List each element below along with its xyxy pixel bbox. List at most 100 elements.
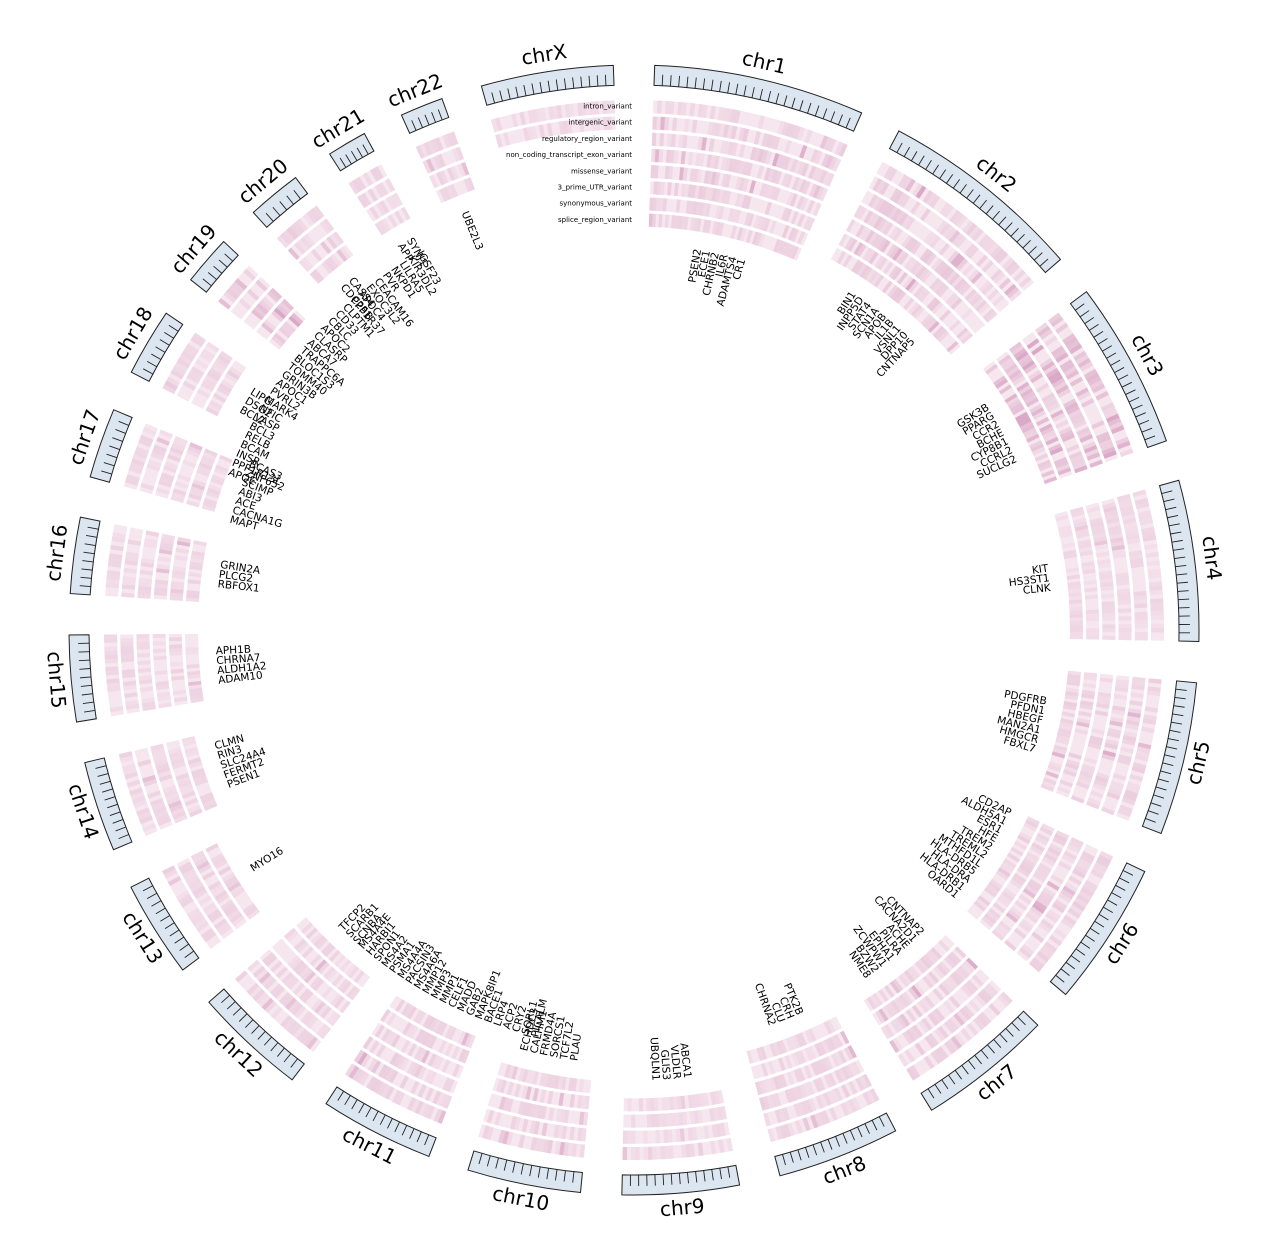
variant-density-bin	[783, 1123, 791, 1138]
ideogram-tick	[221, 994, 230, 1004]
variant-density-bin	[193, 774, 207, 783]
ideogram-tick	[687, 1172, 689, 1184]
variant-density-bin	[667, 182, 672, 196]
ideogram-tick	[169, 929, 180, 937]
variant-density-bin	[550, 1074, 557, 1089]
variant-density-bin	[201, 348, 215, 360]
variant-density-bin	[669, 149, 675, 164]
variant-density-bin	[889, 226, 900, 240]
variant-density-bin	[1072, 517, 1087, 525]
variant-density-bin	[883, 1024, 895, 1038]
variant-density-bin	[156, 564, 171, 570]
ideogram-tick	[1070, 955, 1081, 963]
variant-density-bin	[1093, 536, 1107, 543]
ideogram-tick	[934, 1084, 942, 1094]
variant-density-bin	[1134, 623, 1148, 629]
variant-density-bin	[218, 865, 232, 876]
variant-density-bin	[278, 326, 291, 339]
variant-density-bin	[1070, 795, 1085, 804]
variant-density-bin	[981, 916, 995, 928]
variant-density-bin	[1068, 409, 1082, 419]
variant-density-bin	[703, 1125, 710, 1139]
variant-density-bin	[1055, 514, 1069, 522]
variant-density-bin	[446, 132, 455, 147]
variant-density-bin	[1144, 706, 1159, 713]
variant-density-bin	[1118, 616, 1132, 621]
variant-density-bin	[708, 138, 715, 152]
variant-density-bin	[788, 1088, 797, 1102]
variant-density-bin	[1147, 686, 1161, 693]
variant-density-bin	[1062, 885, 1076, 897]
variant-density-bin	[169, 647, 183, 653]
variant-density-bin	[786, 157, 795, 172]
ideogram-tick	[372, 1111, 379, 1122]
variant-density-bin	[939, 265, 952, 278]
ideogram-tick	[118, 420, 130, 426]
variant-density-bin	[855, 224, 866, 238]
variant-density-bin	[153, 655, 167, 661]
variant-density-bin	[441, 1059, 451, 1073]
variant-density-bin	[868, 194, 878, 208]
variant-density-bin	[206, 371, 221, 382]
variant-density-bin	[1127, 711, 1141, 719]
ideogram-tick	[1164, 754, 1176, 758]
variant-density-bin	[1090, 521, 1104, 528]
variant-density-bin	[271, 310, 284, 323]
variant-density-bin	[650, 1114, 656, 1128]
variant-density-bin	[661, 1097, 667, 1111]
variant-density-bin	[1126, 715, 1141, 723]
variant-density-bin	[983, 239, 997, 253]
variant-density-bin	[693, 1110, 700, 1124]
variant-density-bin	[187, 878, 202, 889]
chromosome-ideogram	[325, 1086, 437, 1158]
ideogram-tick	[948, 1074, 956, 1085]
variant-density-bin	[1134, 603, 1148, 609]
variant-density-bin	[1059, 359, 1073, 370]
variant-density-bin	[1006, 366, 1020, 377]
variant-density-bin	[300, 922, 313, 934]
variant-density-bin	[1045, 912, 1059, 924]
variant-density-bin	[509, 1115, 518, 1130]
variant-density-bin	[1085, 372, 1100, 383]
variant-density-bin	[153, 444, 167, 454]
variant-density-bin	[170, 592, 184, 598]
variant-density-bin	[995, 378, 1008, 389]
variant-density-bin	[118, 751, 133, 759]
variant-density-bin	[415, 1028, 425, 1043]
ideogram-tick	[478, 1153, 483, 1165]
variant-density-bin	[960, 1028, 973, 1042]
variant-density-bin	[956, 327, 969, 339]
variant-density-bin	[362, 172, 374, 186]
variant-density-bin	[186, 500, 200, 508]
variant-density-bin	[788, 1036, 797, 1050]
variant-density-bin	[1069, 610, 1083, 615]
variant-density-bin	[997, 896, 1010, 908]
variant-density-bin	[790, 228, 800, 242]
variant-density-bin	[823, 136, 833, 151]
variant-density-bin	[868, 231, 879, 246]
ideogram-tick	[903, 146, 910, 157]
variant-density-bin	[162, 865, 176, 876]
variant-density-bin	[283, 321, 296, 333]
variant-density-bin	[1054, 899, 1068, 910]
variant-density-bin	[125, 699, 139, 706]
variant-density-bin	[273, 307, 287, 320]
variant-density-bin	[675, 1128, 681, 1143]
variant-density-bin	[763, 167, 772, 182]
variant-density-bin	[303, 1013, 316, 1027]
variant-density-bin	[1101, 605, 1115, 610]
variant-density-bin	[431, 1054, 441, 1069]
variant-density-bin	[122, 580, 136, 586]
variant-density-bin	[1018, 384, 1032, 395]
ideogram-tick	[1017, 1016, 1026, 1026]
variant-density-bin	[758, 1080, 766, 1095]
variant-density-bin	[744, 195, 752, 210]
variant-density-bin	[184, 746, 199, 754]
variant-density-bin	[842, 254, 853, 268]
ideogram-tick	[845, 117, 851, 129]
variant-density-bin	[779, 1073, 788, 1088]
variant-density-bin	[1110, 425, 1125, 435]
variant-density-bin	[449, 183, 459, 198]
chromosome-label: chr16	[41, 523, 72, 583]
